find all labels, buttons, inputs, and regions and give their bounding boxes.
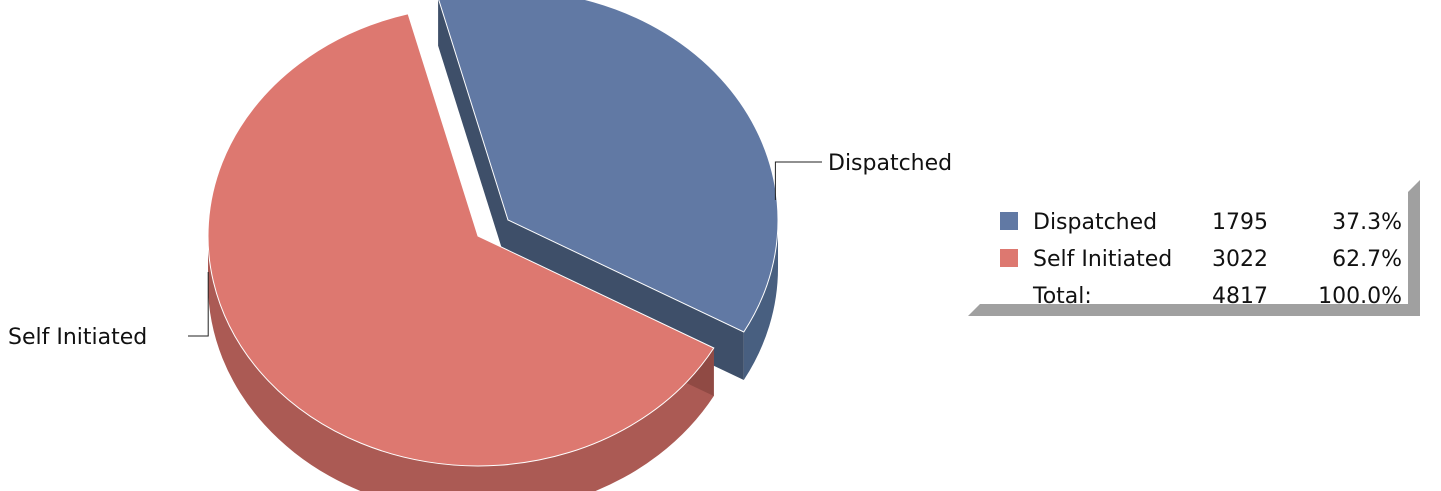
pie-layer	[207, 0, 779, 491]
slice-label-dispatched: Dispatched	[828, 151, 952, 176]
slice-self-initiated	[207, 13, 715, 467]
legend-percent-self-initiated: 62.7%	[1332, 247, 1402, 272]
slice-dispatched	[438, 0, 779, 333]
slice-cut-wall	[438, 0, 508, 268]
slice-label-self-initiated: Self Initiated	[8, 325, 147, 350]
legend-swatch-dispatched	[1000, 212, 1018, 230]
legend-percent-dispatched: 37.3%	[1332, 210, 1402, 235]
legend-label-dispatched: Dispatched	[1033, 210, 1157, 235]
legend-swatch-self-initiated	[1000, 249, 1018, 267]
legend-box	[980, 192, 1408, 304]
legend: Dispatched 1795 37.3% Self Initiated 3022 62.…	[968, 180, 1420, 316]
legend-value-self-initiated: 3022	[1212, 247, 1268, 272]
legend-value-dispatched: 1795	[1212, 210, 1268, 235]
leader-line-self-initiated	[188, 272, 209, 337]
slice-labels: Dispatched Self Initiated	[8, 151, 952, 350]
legend-label-total: Total:	[1032, 284, 1092, 309]
leader-line-dispatched	[774, 161, 822, 200]
legend-value-total: 4817	[1212, 284, 1268, 309]
legend-percent-total: 100.0%	[1318, 284, 1402, 309]
legend-label-self-initiated: Self Initiated	[1033, 247, 1172, 272]
slice-outer-wall	[743, 220, 778, 380]
